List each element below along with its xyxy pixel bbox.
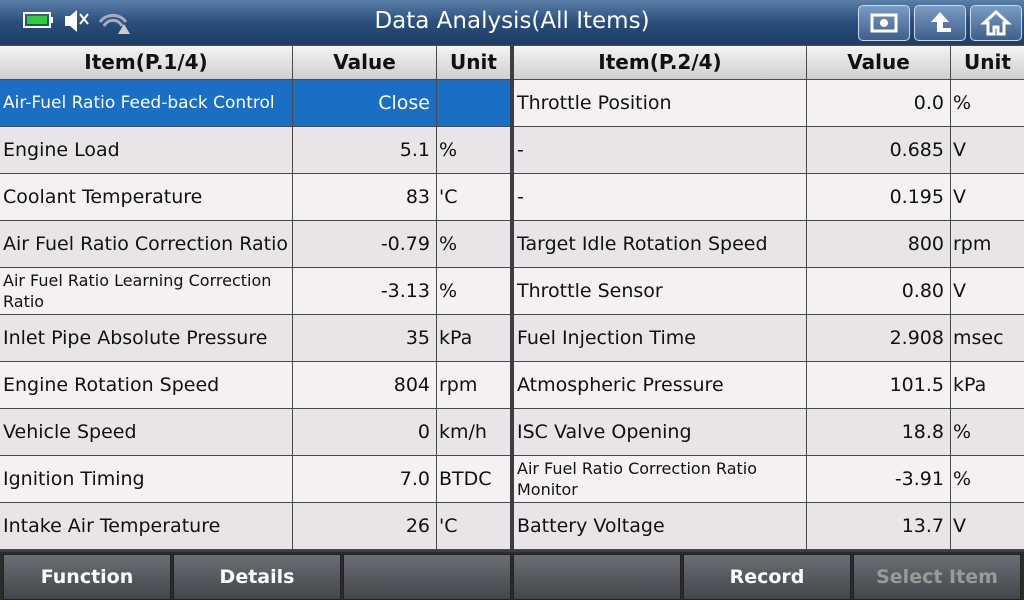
footer-button <box>343 554 511 600</box>
unit-cell[interactable]: kPa <box>951 362 1024 408</box>
value-cell[interactable]: 26 <box>293 503 436 549</box>
column-header: Item(P.2/4) <box>514 46 806 79</box>
unit-cell[interactable]: V <box>951 127 1024 173</box>
item-cell[interactable]: Target Idle Rotation Speed <box>514 221 806 267</box>
value-cell[interactable]: Close <box>293 80 436 126</box>
unit-cell[interactable]: % <box>951 456 1024 502</box>
item-cell[interactable]: Air Fuel Ratio Correction Ratio <box>0 221 292 267</box>
item-cell[interactable]: Throttle Sensor <box>514 268 806 314</box>
value-cell[interactable]: 804 <box>293 362 436 408</box>
item-cell[interactable]: Inlet Pipe Absolute Pressure <box>0 315 292 361</box>
item-cell[interactable]: Air Fuel Ratio Learning Correction Ratio <box>0 268 292 314</box>
title: Data Analysis(All Items) <box>374 8 650 34</box>
unit-cell[interactable] <box>437 80 510 126</box>
footer-button: Select Item <box>853 554 1021 600</box>
item-cell[interactable]: - <box>514 174 806 220</box>
back-button[interactable] <box>914 5 966 41</box>
item-cell[interactable]: Engine Load <box>0 127 292 173</box>
footer-button[interactable]: Function <box>3 554 171 600</box>
unit-cell[interactable]: % <box>951 409 1024 455</box>
column-header: Unit <box>951 46 1024 79</box>
item-cell[interactable]: Air Fuel Ratio Correction Ratio Monitor <box>514 456 806 502</box>
item-cell[interactable]: Atmospheric Pressure <box>514 362 806 408</box>
unit-cell[interactable]: km/h <box>437 409 510 455</box>
unit-cell[interactable]: 'C <box>437 174 510 220</box>
column-header: Value <box>807 46 950 79</box>
column-header: Item(P.1/4) <box>0 46 292 79</box>
value-cell[interactable]: -0.79 <box>293 221 436 267</box>
item-cell[interactable]: Engine Rotation Speed <box>0 362 292 408</box>
button-bar: Function Details Record Select Item <box>0 552 1024 600</box>
value-cell[interactable]: 83 <box>293 174 436 220</box>
home-button[interactable] <box>970 5 1022 41</box>
value-cell[interactable]: 101.5 <box>807 362 950 408</box>
unit-cell[interactable]: kPa <box>437 315 510 361</box>
item-cell[interactable]: Ignition Timing <box>0 456 292 502</box>
unit-cell[interactable]: % <box>437 221 510 267</box>
value-cell[interactable]: 2.908 <box>807 315 950 361</box>
unit-cell[interactable]: msec <box>951 315 1024 361</box>
unit-cell[interactable]: % <box>437 127 510 173</box>
status-icons <box>23 10 130 34</box>
value-cell[interactable]: 13.7 <box>807 503 950 549</box>
unit-cell[interactable]: rpm <box>437 362 510 408</box>
value-cell[interactable]: 35 <box>293 315 436 361</box>
value-cell[interactable]: 0.195 <box>807 174 950 220</box>
data-table: Item(P.2/4) Value Unit Throttle Position 0.0… <box>514 45 1024 550</box>
item-cell[interactable]: Vehicle Speed <box>0 409 292 455</box>
item-cell[interactable]: Battery Voltage <box>514 503 806 549</box>
data-table: Item(P.1/4) Value Unit Air-Fuel Ratio Feed-… <box>0 45 510 550</box>
unit-cell[interactable]: rpm <box>951 221 1024 267</box>
value-cell[interactable]: 0.0 <box>807 80 950 126</box>
value-cell[interactable]: 7.0 <box>293 456 436 502</box>
item-cell[interactable]: Throttle Position <box>514 80 806 126</box>
value-cell[interactable]: 0 <box>293 409 436 455</box>
title-bar: Data Analysis(All Items) <box>0 0 1024 44</box>
value-cell[interactable]: 0.685 <box>807 127 950 173</box>
footer-button[interactable]: Details <box>173 554 341 600</box>
value-cell[interactable]: 0.80 <box>807 268 950 314</box>
unit-cell[interactable]: % <box>951 80 1024 126</box>
screenshot-button[interactable] <box>858 5 910 41</box>
footer-button <box>513 554 681 600</box>
value-cell[interactable]: 5.1 <box>293 127 436 173</box>
unit-cell[interactable]: BTDC <box>437 456 510 502</box>
column-header: Unit <box>437 46 510 79</box>
unit-cell[interactable]: V <box>951 268 1024 314</box>
footer-button[interactable]: Record <box>683 554 851 600</box>
item-cell[interactable]: Intake Air Temperature <box>0 503 292 549</box>
unit-cell[interactable]: V <box>951 174 1024 220</box>
unit-cell[interactable]: V <box>951 503 1024 549</box>
value-cell[interactable]: -3.13 <box>293 268 436 314</box>
unit-cell[interactable]: 'C <box>437 503 510 549</box>
column-header: Value <box>293 46 436 79</box>
item-cell[interactable]: ISC Valve Opening <box>514 409 806 455</box>
value-cell[interactable]: 800 <box>807 221 950 267</box>
item-cell[interactable]: Coolant Temperature <box>0 174 292 220</box>
item-cell[interactable]: Fuel Injection Time <box>514 315 806 361</box>
value-cell[interactable]: -3.91 <box>807 456 950 502</box>
item-cell[interactable]: - <box>514 127 806 173</box>
value-cell[interactable]: 18.8 <box>807 409 950 455</box>
unit-cell[interactable]: % <box>437 268 510 314</box>
item-cell[interactable]: Air-Fuel Ratio Feed-back Control <box>0 80 292 126</box>
